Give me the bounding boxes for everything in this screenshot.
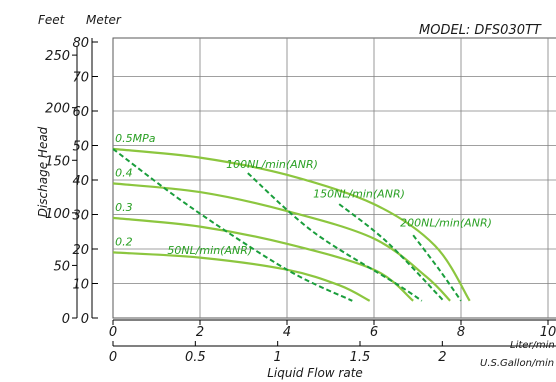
meter-tick-label: 20 bbox=[72, 243, 89, 258]
air-consumption-line bbox=[112, 148, 353, 302]
feet-tick-label: 100 bbox=[45, 207, 70, 222]
y-axis-title: Dischage Head bbox=[36, 126, 50, 217]
air-series-label: 100NL/min(ANR) bbox=[226, 158, 318, 171]
air-consumption-line bbox=[247, 172, 423, 302]
feet-tick-label: 250 bbox=[45, 49, 70, 64]
meter-tick-label: 50 bbox=[72, 140, 89, 155]
gpm-tick-label: 2 bbox=[438, 350, 446, 365]
air-series-label: 50NL/min(ANR) bbox=[167, 244, 252, 257]
x-unit-primary: Liter/min bbox=[510, 340, 555, 351]
air-consumption-line bbox=[412, 234, 462, 302]
meter-tick-label: 0 bbox=[81, 312, 89, 327]
pressure-curve bbox=[112, 251, 371, 302]
lpm-tick-label: 10 bbox=[540, 325, 556, 340]
lpm-tick-label: 0 bbox=[109, 325, 117, 340]
meter-tick-label: 70 bbox=[72, 71, 89, 86]
gpm-tick-label: 0.5 bbox=[185, 350, 206, 365]
gpm-tick-label: 1 bbox=[274, 350, 282, 365]
meter-tick-label: 30 bbox=[72, 209, 89, 224]
pressure-curve bbox=[112, 182, 451, 302]
meter-tick-label: 80 bbox=[72, 36, 89, 51]
lpm-tick-label: 6 bbox=[370, 325, 378, 340]
plot-frame bbox=[112, 37, 556, 319]
pressure-curve bbox=[112, 147, 471, 302]
feet-tick-label: 200 bbox=[45, 102, 70, 117]
pressure-series-label: 0.4 bbox=[115, 167, 133, 180]
model-label: MODEL: DFS030TT bbox=[419, 23, 542, 38]
pressure-series-label: 0.2 bbox=[115, 236, 133, 249]
air-series-label: 200NL/min(ANR) bbox=[400, 217, 492, 230]
feet-tick-label: 0 bbox=[62, 312, 70, 327]
meter-tick-label: 40 bbox=[72, 174, 89, 189]
x-unit-secondary: U.S.Gallon/min bbox=[480, 358, 554, 369]
lpm-tick-label: 2 bbox=[196, 325, 204, 340]
pressure-curve bbox=[112, 216, 414, 302]
air-consumption-lines bbox=[112, 148, 462, 302]
meter-unit-label: Meter bbox=[86, 13, 122, 27]
pressure-series-label: 0.5MPa bbox=[115, 132, 156, 145]
feet-tick-label: 150 bbox=[45, 154, 70, 169]
air-series-label: 150NL/min(ANR) bbox=[313, 187, 405, 200]
feet-tick-label: 50 bbox=[53, 259, 70, 274]
lpm-tick-label: 8 bbox=[457, 325, 465, 340]
feet-unit-label: Feet bbox=[38, 13, 66, 27]
x-axis-title: Liquid Flow rate bbox=[267, 366, 363, 380]
gpm-tick-label: 0 bbox=[109, 350, 117, 365]
meter-tick-label: 60 bbox=[72, 105, 89, 120]
gpm-tick-label: 1.5 bbox=[350, 350, 371, 365]
grid bbox=[112, 37, 556, 319]
pressure-series-label: 0.3 bbox=[115, 201, 133, 214]
meter-tick-label: 10 bbox=[72, 278, 89, 293]
series-labels: 0.5MPa 0.4 0.3 0.2 50NL/min(ANR) 100NL/min(AN… bbox=[115, 132, 492, 257]
lpm-tick-label: 4 bbox=[283, 325, 291, 340]
axes bbox=[72, 38, 556, 347]
